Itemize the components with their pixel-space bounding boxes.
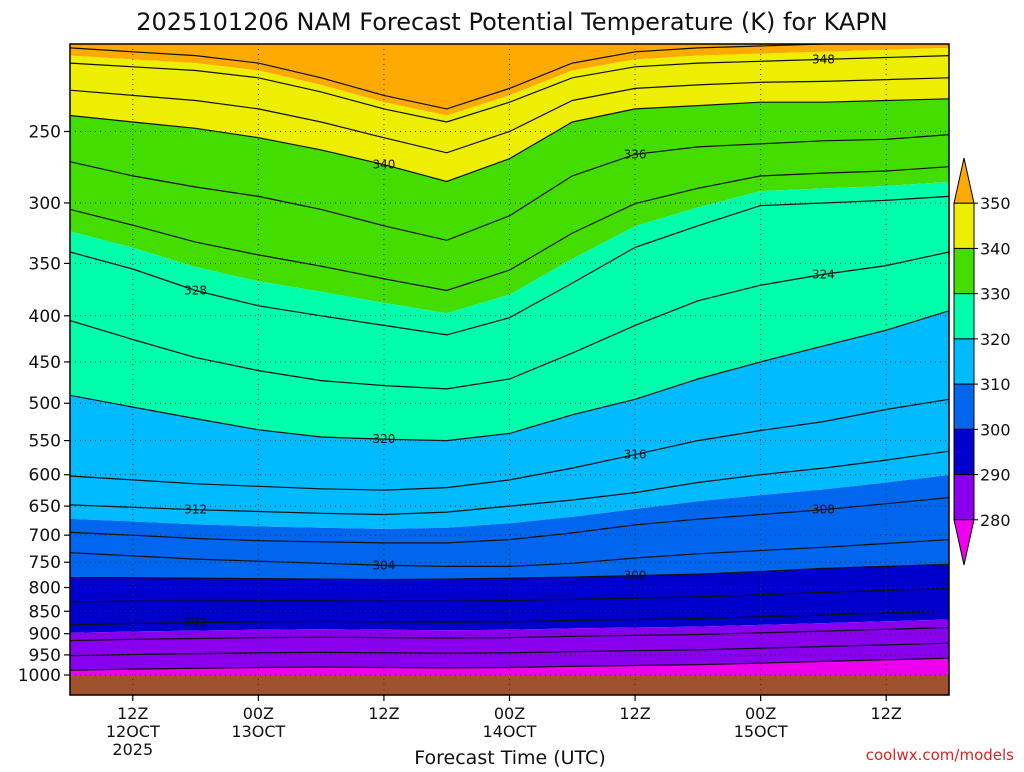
contour-label: 300 [624,569,647,583]
y-tick-label: 950 [29,646,61,666]
isentrope-line [70,539,949,567]
theta-band [70,475,949,580]
contour-label: 308 [812,503,835,517]
isentrope-line [70,166,949,292]
y-tick-label: 600 [29,466,61,486]
x-tick-label: 12Z [619,704,650,723]
colorbar-label: 300 [980,420,1011,439]
y-tick-label: 800 [29,579,61,599]
x-axis-label: Forecast Time (UTC) [414,747,605,768]
isentrope-line [70,563,949,581]
isentrope-line [70,77,949,154]
theta-band [70,98,949,314]
contour-label: 328 [184,283,207,297]
y-tick-label: 550 [29,432,61,452]
contour-label: 348 [812,52,835,66]
contour-label: 312 [184,503,207,517]
isentrope-line [70,134,949,241]
colorbar-segment [953,383,975,430]
colorbar-label: 340 [980,239,1011,258]
x-tick-label: 12Z [117,704,148,723]
theta-band [70,564,949,633]
colorbar-segment [953,428,975,476]
contour-label: 304 [372,558,395,572]
colorbar-label: 330 [980,285,1011,304]
isentrope-line [70,98,949,183]
x-tick-label: 00Z [745,704,776,723]
colorbar-segment [953,338,975,385]
y-tick-label: 450 [29,353,61,373]
isentrope-line [70,195,949,336]
y-tick-label: 400 [29,307,61,327]
isentrope-line [70,642,949,657]
x-tick-label: 13OCT [231,722,285,741]
contour-label: 324 [812,267,835,281]
credit-text: coolwx.com/models [866,746,1014,764]
y-tick-label: 650 [29,497,61,517]
x-tick-label: 12OCT [106,722,160,741]
colorbar-label: 320 [980,330,1011,349]
y-tick-label: 700 [29,526,61,546]
y-tick-label: 1000 [18,666,61,686]
y-tick-label: 300 [29,194,61,214]
x-tick-label: 12Z [871,704,902,723]
isentrope-line [70,310,949,442]
x-tick-label: 15OCT [734,722,788,741]
theta-band [70,310,949,529]
colorbar-extend-bottom [953,519,975,566]
colorbar-label: 280 [980,511,1011,530]
colorbar-segment [953,247,975,295]
y-tick-label: 500 [29,394,61,414]
colorbar: 280 290 300 310 320 330 340 350 [953,157,1011,566]
colorbar-extend-top [953,157,975,204]
y-tick-label: 850 [29,602,61,622]
isentrope-line [70,450,949,516]
x-tick-label: 2025 [112,740,153,759]
x-tick-label: 14OCT [483,722,537,741]
y-tick-label: 750 [29,553,61,573]
isentrope-line [70,657,949,671]
colorbar-label: 290 [980,466,1011,485]
colorbar-label: 350 [980,194,1011,213]
colorbar-segment [953,293,975,340]
isentrope-line [70,610,949,626]
colorbar-segment [953,202,975,249]
chart-title: 2025101206 NAM Forecast Potential Temper… [136,8,888,36]
x-tick-label: 12Z [368,704,399,723]
colorbar-label: 310 [980,375,1011,394]
colorbar-segment [953,474,975,521]
isentrope-line [70,626,949,642]
y-tick-label: 900 [29,625,61,645]
contour-label: 292 [184,616,207,630]
isentrope-line [70,587,949,603]
y-tick-label: 250 [29,122,61,142]
x-tick-label: 00Z [243,704,274,723]
y-tick-label: 350 [29,254,61,274]
isentrope-line [70,55,949,123]
x-tick-label: 00Z [494,704,525,723]
